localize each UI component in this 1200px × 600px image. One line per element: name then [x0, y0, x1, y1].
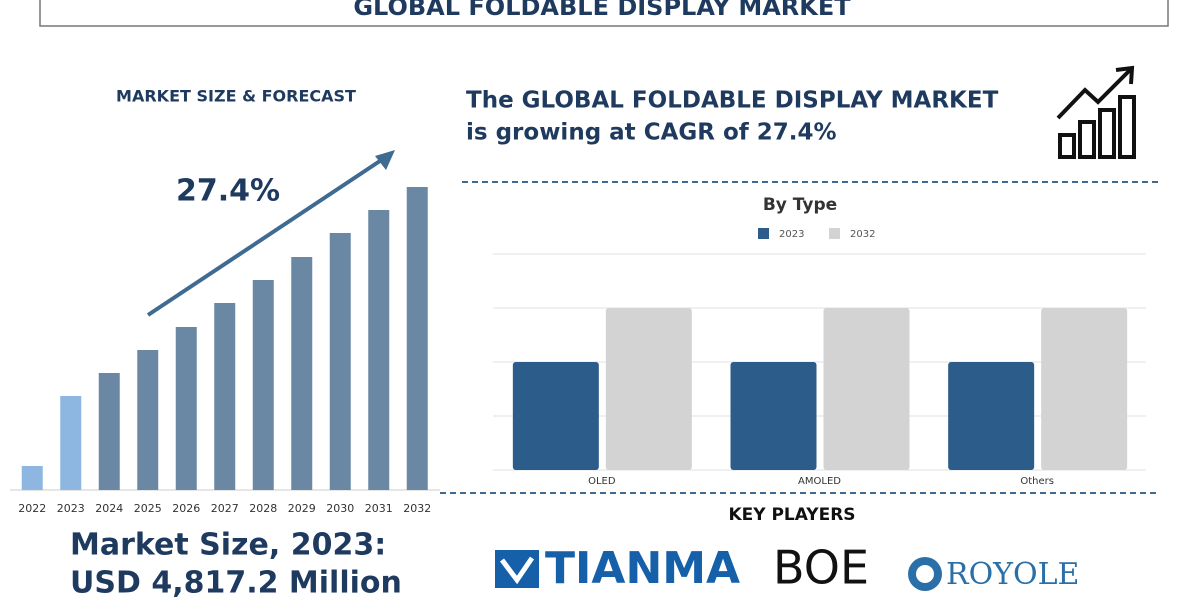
- arrow-head: [375, 150, 395, 170]
- summary-line: The GLOBAL FOLDABLE DISPLAY MARKET: [466, 88, 999, 114]
- bar: [948, 362, 1035, 470]
- tianma-icon-mark: [500, 556, 535, 585]
- bar: [730, 362, 817, 470]
- bar: [21, 466, 43, 490]
- x-tick-label: Others: [1020, 476, 1054, 487]
- x-tick-label: 2025: [134, 502, 162, 515]
- bar: [214, 303, 236, 490]
- growth-icon: [1056, 65, 1136, 159]
- x-tick-label: AMOLED: [798, 476, 841, 487]
- x-tick-label: 2028: [249, 502, 277, 515]
- bar: [291, 257, 313, 490]
- bar: [60, 396, 82, 490]
- x-tick-label: 2022: [18, 502, 46, 515]
- market-size: USD 4,817.2 Million: [70, 566, 402, 600]
- bar: [406, 187, 428, 490]
- legend-swatch: [829, 228, 840, 239]
- logo: BOE: [773, 541, 869, 595]
- bar: [823, 308, 910, 470]
- bar: [252, 280, 274, 490]
- bar: [329, 233, 351, 490]
- legend-label: 2032: [850, 229, 875, 240]
- bar: [137, 350, 159, 490]
- legend-label: 2023: [779, 229, 804, 240]
- x-tick-label: 2026: [172, 502, 200, 515]
- bar: [605, 308, 692, 470]
- bar: [368, 210, 390, 490]
- logo: ROYOLE: [946, 557, 1079, 592]
- key-players-title: KEY PLAYERS: [728, 505, 855, 525]
- bar: [512, 362, 599, 470]
- x-tick-label: 2029: [288, 502, 316, 515]
- x-tick-label: 2027: [211, 502, 239, 515]
- x-tick-label: 2030: [326, 502, 354, 515]
- royole-icon-inner: [916, 565, 934, 583]
- title-box: [39, 0, 1169, 27]
- logo: TIANMA: [545, 543, 740, 594]
- x-tick-label: 2024: [95, 502, 123, 515]
- x-tick-label: 2031: [365, 502, 393, 515]
- x-tick-label: 2023: [57, 502, 85, 515]
- legend-swatch: [758, 228, 769, 239]
- bar: [98, 373, 120, 490]
- cagr-annotation: 27.4%: [176, 174, 280, 209]
- x-tick-label: OLED: [588, 476, 616, 487]
- x-tick-label: 2032: [403, 502, 431, 515]
- bar: [175, 327, 197, 490]
- growth-arrow: [146, 155, 388, 317]
- title: GLOBAL FOLDABLE DISPLAY MARKET: [353, 0, 851, 21]
- market-size: Market Size, 2023:: [70, 528, 386, 563]
- summary-line: is growing at CAGR of 27.4%: [466, 120, 837, 146]
- chart-title: By Type: [763, 195, 837, 215]
- left-chart-title: MARKET SIZE & FORECAST: [116, 87, 356, 106]
- bar: [1041, 308, 1128, 470]
